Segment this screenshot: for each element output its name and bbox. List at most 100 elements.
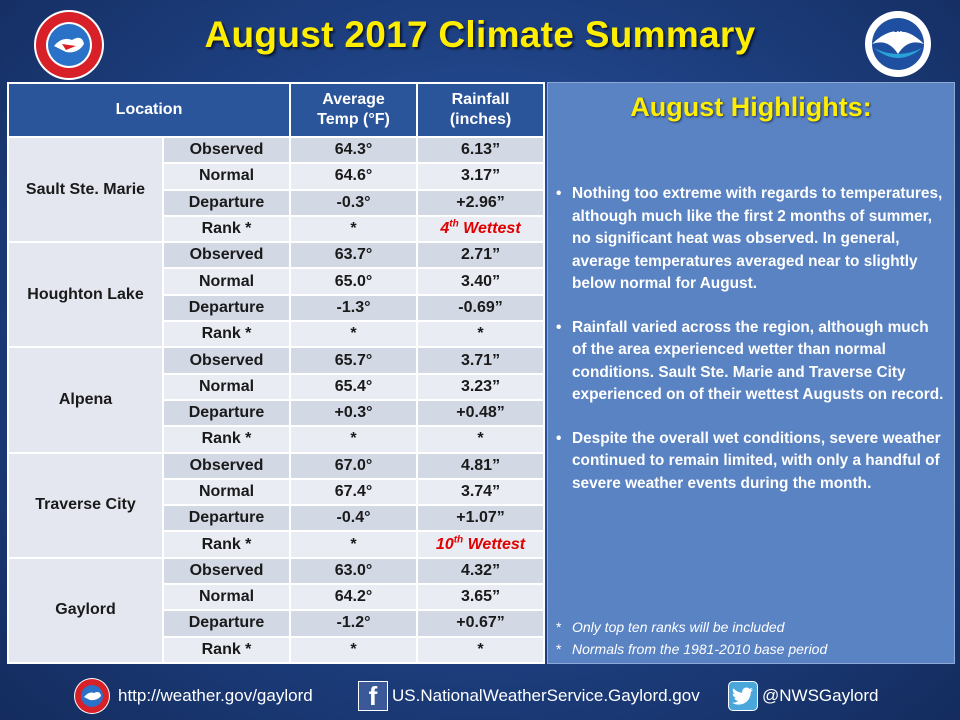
highlight-item: • Nothing too extreme with regards to tem… (556, 185, 943, 292)
table-row: Alpena Observed 65.7° 3.71” (7, 346, 546, 454)
twitter-handle[interactable]: @NWSGaylord (762, 686, 879, 705)
rainfall-cell: +0.67” (416, 609, 546, 638)
table-row: Normal 67.4° 3.74” (8, 477, 546, 507)
row-label: Rank * (161, 320, 292, 349)
header-rainfall: Rainfall (inches) (416, 82, 546, 138)
twitter-icon (728, 681, 758, 711)
rainfall-cell: 6.13” (416, 135, 546, 165)
location-cell: Sault Ste. Marie (7, 135, 164, 244)
temp-cell: 64.2° (289, 583, 419, 612)
table-row: Traverse City Observed 67.0° 4.81” (7, 451, 546, 559)
nws-small-logo-icon (74, 678, 110, 714)
table-row: Normal 64.6° 3.17” (8, 162, 546, 191)
row-label: Rank * (161, 530, 292, 559)
table-row: Departure -1.2° +0.67” (8, 609, 546, 638)
bullet-icon: • (556, 318, 562, 336)
table-row: Rank * * * (8, 320, 546, 349)
row-label: Normal (161, 372, 292, 401)
footnote: * Only top ten ranks will be included (556, 617, 946, 639)
row-label: Departure (161, 609, 292, 638)
highlight-item: • Rainfall varied across the region, alth… (556, 318, 944, 404)
rainfall-cell: +1.07” (416, 504, 546, 533)
highlights-title: August Highlights: (630, 92, 872, 122)
row-label: Observed (161, 346, 292, 375)
footer-twitter[interactable]: @NWSGaylord (728, 676, 878, 716)
temp-cell: 64.3° (289, 135, 419, 165)
highlights-panel: August Highlights: • Nothing too extreme … (547, 82, 955, 664)
facebook-link[interactable]: US.NationalWeatherService.Gaylord.gov (392, 686, 700, 705)
location-cell: Gaylord (7, 556, 164, 664)
row-label: Observed (161, 451, 292, 480)
website-link[interactable]: http://weather.gov/gaylord (118, 686, 313, 705)
row-label: Normal (161, 267, 292, 296)
temp-cell: 63.0° (289, 556, 419, 586)
bullet-icon: • (556, 429, 562, 447)
row-label: Normal (161, 583, 292, 612)
row-label: Normal (161, 477, 292, 507)
rainfall-cell: 4.32” (416, 556, 546, 586)
temp-cell: 64.6° (289, 162, 419, 191)
table-row: Normal 64.2° 3.65” (8, 583, 546, 612)
rainfall-cell: 3.74” (416, 477, 546, 507)
header-location: Location (6, 82, 292, 138)
rainfall-cell: * (416, 425, 546, 454)
header-temp: Average Temp (°F) (289, 82, 419, 138)
temp-cell: -1.3° (289, 293, 419, 323)
highlight-item: • Despite the overall wet conditions, sev… (556, 429, 941, 492)
rainfall-cell: * (416, 635, 546, 664)
row-label: Departure (161, 293, 292, 323)
temp-cell: 65.0° (289, 267, 419, 296)
table-row: Rank * * * (8, 635, 546, 664)
footer-facebook[interactable]: f US.NationalWeatherService.Gaylord.gov (358, 676, 700, 716)
rank-cell: 10th Wettest (416, 530, 546, 559)
location-cell: Alpena (7, 346, 164, 454)
temp-cell: * (289, 214, 419, 244)
row-label: Observed (161, 135, 292, 165)
rainfall-cell: 3.71” (416, 346, 546, 375)
table-row: Sault Ste. Marie Observed 64.3° 6.13” (7, 135, 546, 244)
table-header-row: Location Average Temp (°F) Rainfall (inche… (6, 82, 546, 138)
table-row: Rank * * * (8, 425, 546, 454)
rainfall-cell: -0.69” (416, 293, 546, 323)
asterisk-icon: * (556, 640, 562, 657)
table-row: Departure -1.3° -0.69” (8, 293, 546, 323)
location-cell: Houghton Lake (7, 241, 164, 349)
temp-cell: 67.4° (289, 477, 419, 507)
table-row: Gaylord Observed 63.0° 4.32” (7, 556, 546, 664)
temp-cell: 65.7° (289, 346, 419, 375)
temp-cell: * (289, 425, 419, 454)
temp-cell: -0.4° (289, 504, 419, 533)
footer-website[interactable]: http://weather.gov/gaylord (70, 676, 313, 716)
rank-cell: 4th Wettest (416, 214, 546, 244)
rainfall-cell: 3.65” (416, 583, 546, 612)
svg-text:NOAA: NOAA (887, 26, 910, 34)
table-row: Departure +0.3° +0.48” (8, 398, 546, 428)
row-label: Rank * (161, 635, 292, 664)
footnotes: * Only top ten ranks will be included * No… (556, 617, 946, 660)
table-row: Rank * * 4th Wettest (8, 214, 546, 244)
temp-cell: * (289, 320, 419, 349)
asterisk-icon: * (556, 619, 562, 635)
location-cell: Traverse City (7, 451, 164, 559)
temp-cell: -0.3° (289, 188, 419, 217)
rainfall-cell: +0.48” (416, 398, 546, 428)
temp-cell: 65.4° (289, 372, 419, 401)
rainfall-cell: 2.71” (416, 241, 546, 270)
row-label: Observed (161, 241, 292, 270)
row-label: Departure (161, 398, 292, 428)
footer: http://weather.gov/gaylord f US.National… (0, 676, 960, 716)
rainfall-cell: 4.81” (416, 451, 546, 480)
row-label: Normal (161, 162, 292, 191)
row-label: Observed (161, 556, 292, 586)
bullet-icon: • (556, 185, 562, 202)
row-label: Departure (161, 188, 292, 217)
rainfall-cell: +2.96” (416, 188, 546, 217)
rainfall-cell: 3.23” (416, 372, 546, 401)
table-row: Normal 65.0° 3.40” (8, 267, 546, 296)
climate-table: Location Average Temp (°F) Rainfall (inche… (6, 82, 546, 664)
row-label: Departure (161, 504, 292, 533)
temp-cell: -1.2° (289, 609, 419, 638)
rainfall-cell: * (416, 320, 546, 349)
highlights-list: • Nothing too extreme with regards to tem… (556, 183, 946, 516)
rainfall-cell: 3.17” (416, 162, 546, 191)
